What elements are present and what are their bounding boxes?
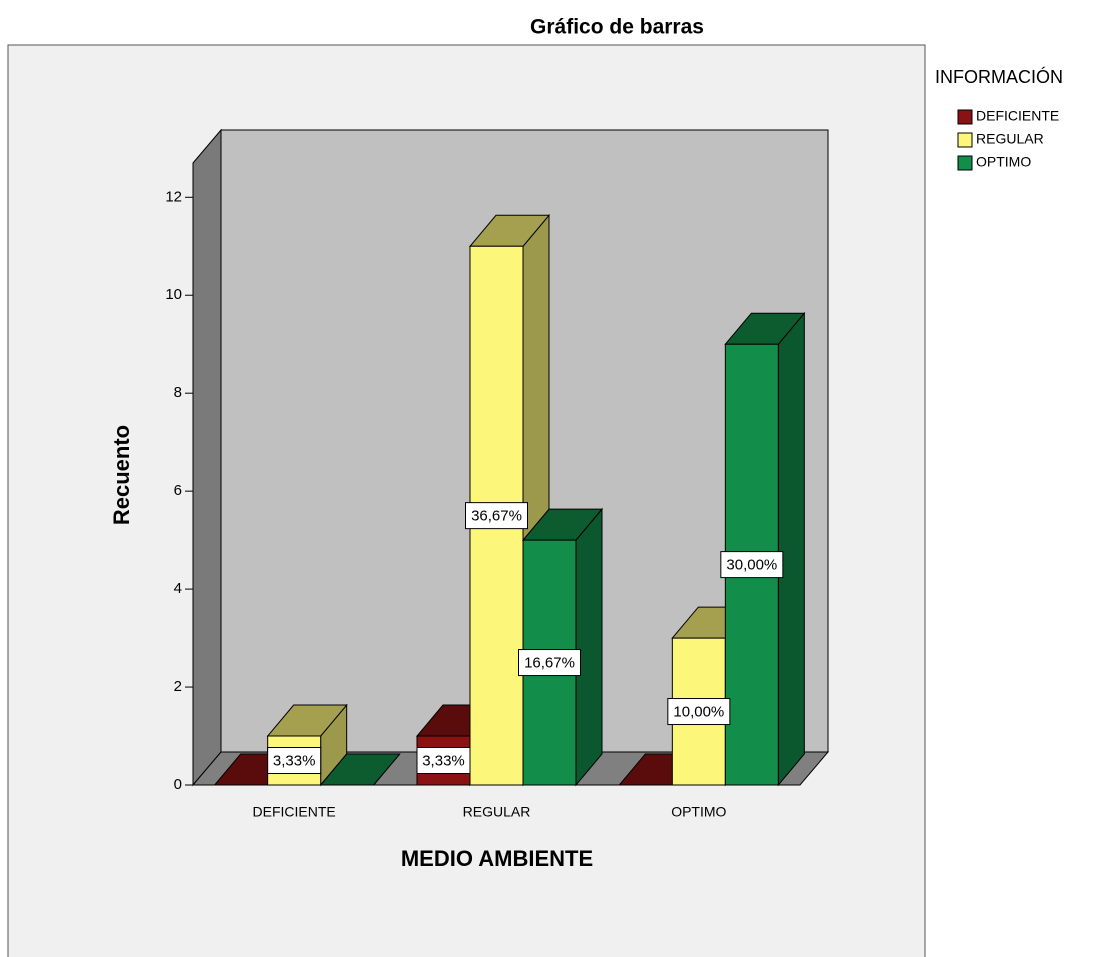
legend-swatch [957, 109, 973, 125]
bar [724, 311, 806, 787]
data-label: 3,33% [273, 752, 316, 769]
data-label: 16,67% [524, 655, 575, 672]
y-tick-label: 4 [174, 580, 182, 597]
bar-side [575, 507, 603, 787]
legend-label: DEFICIENTE [976, 108, 1059, 124]
data-label-box [518, 649, 581, 677]
data-label-box [720, 551, 784, 579]
legend-label: OPTIMO [976, 154, 1031, 170]
x-axis-label: MEDIO AMBIENTE [401, 846, 593, 871]
legend-swatch [957, 132, 973, 148]
y-tick-label: 0 [174, 776, 182, 793]
legend-label: REGULAR [976, 131, 1044, 147]
data-label: 36,67% [471, 508, 522, 525]
bar-side [777, 311, 805, 787]
data-label-box [267, 747, 322, 775]
bar [521, 507, 604, 787]
data-label-box [416, 747, 471, 775]
x-tick-label: REGULAR [463, 804, 531, 820]
x-tick-label: OPTIMO [671, 804, 726, 820]
y-tick-label: 2 [174, 678, 182, 695]
y-tick-label: 6 [174, 482, 182, 499]
legend-title: INFORMACIÓN [935, 66, 1063, 87]
data-label: 30,00% [726, 557, 777, 574]
data-label: 3,33% [422, 752, 465, 769]
y-tick-label: 12 [165, 188, 182, 205]
chart-title: Gráfico de barras [530, 16, 704, 39]
data-label-box [667, 698, 731, 726]
x-tick-label: DEFICIENTE [253, 804, 336, 820]
y-axis-label: Recuento [109, 425, 134, 525]
legend-swatch [957, 155, 973, 171]
data-label-box [465, 502, 528, 530]
left-wall [192, 128, 222, 787]
bar [319, 753, 401, 786]
y-tick-label: 10 [165, 286, 182, 303]
y-tick-label: 8 [174, 384, 182, 401]
data-label: 10,00% [673, 704, 724, 721]
